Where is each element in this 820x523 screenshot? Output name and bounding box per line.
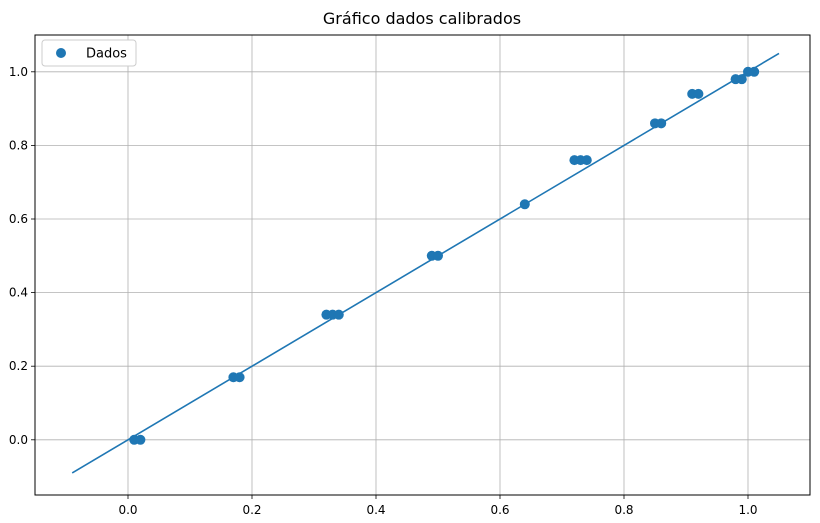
- legend: Dados: [41, 39, 137, 67]
- y-tick-label: 0.8: [9, 138, 28, 152]
- data-points: [129, 66, 760, 445]
- x-tick-label: 0.0: [118, 503, 137, 517]
- x-tick-label: 0.6: [490, 503, 509, 517]
- y-tick-label: 1.0: [9, 65, 28, 79]
- legend-box: [41, 39, 137, 67]
- axis-ticks: 0.0 0.2 0.4 0.6 0.8 1.0 0.0 0.2 0.4 0.6 0.8 1.0: [9, 65, 758, 517]
- data-point: [333, 309, 344, 320]
- plot-frame: [34, 34, 811, 496]
- legend-label: Dados: [86, 47, 127, 62]
- grid: [35, 35, 810, 495]
- x-tick-label: 1.0: [738, 503, 757, 517]
- data-point: [693, 88, 704, 99]
- x-tick-label: 0.8: [614, 503, 633, 517]
- data-point: [234, 372, 245, 383]
- data-point: [433, 250, 443, 261]
- y-tick-label: 0.4: [9, 286, 28, 300]
- data-point: [581, 155, 592, 166]
- x-tick-label: 0.2: [242, 503, 261, 517]
- x-tick-label: 0.4: [366, 503, 385, 517]
- legend-marker: [56, 48, 66, 58]
- chart-title: Gráfico dados calibrados: [323, 9, 521, 28]
- y-tick-label: 0.0: [9, 433, 28, 447]
- data-point: [519, 199, 530, 210]
- fit-line-layer: [71, 52, 780, 474]
- y-tick-label: 0.2: [9, 359, 28, 373]
- fit-line: [71, 52, 780, 474]
- data-point: [135, 434, 146, 445]
- data-point: [749, 66, 760, 77]
- data-point: [656, 118, 667, 129]
- y-tick-label: 0.6: [9, 212, 28, 226]
- data-point: [736, 74, 747, 85]
